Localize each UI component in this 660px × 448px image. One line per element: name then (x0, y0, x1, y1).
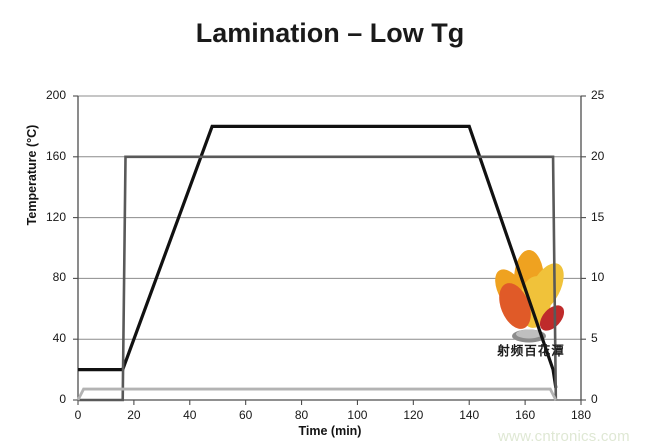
y-tick-label-right: 0 (591, 392, 598, 406)
y-tick-label-left: 80 (52, 270, 66, 285)
x-tick-label: 80 (294, 408, 309, 422)
x-tick-label: 40 (183, 408, 197, 422)
x-tick-label: 140 (459, 408, 480, 422)
x-tick-label: 100 (347, 408, 368, 422)
logo-petal (539, 305, 565, 331)
y-tick-label-right: 10 (591, 270, 605, 285)
y-tick-label-right: 20 (591, 148, 605, 163)
y-tick-label-left: 40 (52, 331, 66, 346)
tickmarks-group (73, 95, 586, 405)
watermark-logo: 射频百花潭 (471, 252, 591, 367)
axes-group (77, 96, 582, 401)
y-tick-label-left: 120 (45, 209, 66, 224)
logo-base-highlight (516, 329, 542, 339)
y-tick-label-right: 5 (591, 331, 598, 346)
x-tick-label: 120 (403, 408, 424, 422)
y-axis-label-left: Temperature (°C) (25, 124, 39, 226)
x-tick-label: 180 (570, 408, 592, 422)
series-line-2 (76, 387, 558, 401)
x-tick-label: 160 (515, 408, 536, 422)
y-tick-label-left: 0 (59, 392, 66, 406)
x-tick-label: 0 (74, 408, 82, 422)
series-line-0 (78, 124, 558, 389)
y-tick-label-left: 200 (45, 88, 66, 102)
watermark-logo-text: 射频百花潭 (497, 343, 565, 358)
y-tick-label-right: 25 (591, 88, 605, 102)
chart-title: Lamination – Low Tg (195, 18, 465, 48)
series-line-1 (78, 155, 558, 402)
watermark-logo-layer (495, 250, 565, 343)
watermark-url: www.cntronics.com (498, 428, 630, 445)
y-tick-label-right: 15 (591, 209, 605, 224)
data-series-layer (76, 124, 558, 402)
y-tick-label-left: 160 (45, 148, 66, 163)
x-axis-label: Time (min) (298, 424, 362, 438)
x-tick-label: 20 (127, 408, 141, 422)
logo-petal (499, 283, 531, 329)
x-tick-label: 60 (238, 408, 253, 422)
